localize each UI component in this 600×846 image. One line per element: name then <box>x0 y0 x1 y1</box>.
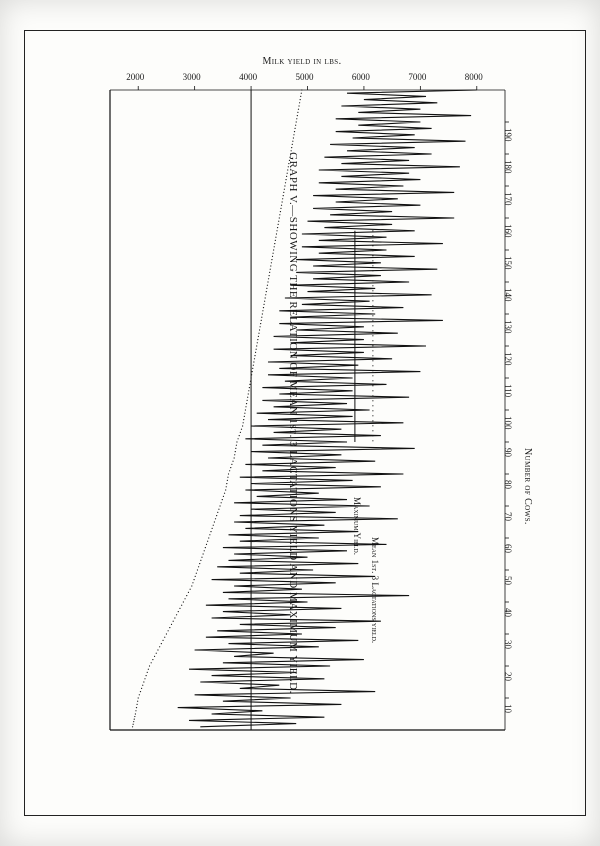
series-mean-dot <box>293 137 294 138</box>
series-maximum <box>178 90 477 727</box>
series-mean-dot <box>253 361 254 362</box>
series-mean-dot <box>301 89 302 90</box>
x-tick: 10 <box>503 704 513 713</box>
series-mean-dot <box>250 377 251 378</box>
x-tick: 50 <box>503 576 513 585</box>
series-mean-dot <box>236 441 237 442</box>
series-mean-dot <box>197 569 198 570</box>
series-mean-dot <box>157 649 158 650</box>
series-mean-dot <box>296 121 297 122</box>
series-mean-dot <box>242 425 243 426</box>
x-tick: 40 <box>503 608 513 617</box>
series-mean-dot <box>276 233 277 234</box>
x-tick: 180 <box>503 160 513 174</box>
x-tick: 20 <box>503 672 513 681</box>
series-mean-dot <box>225 489 226 490</box>
x-tick: 30 <box>503 640 513 649</box>
x-tick: 140 <box>503 288 513 302</box>
x-tick: 150 <box>503 256 513 270</box>
x-tick: 70 <box>503 512 513 521</box>
series-mean-dot <box>228 473 229 474</box>
x-tick: 160 <box>503 224 513 238</box>
x-tick: 190 <box>503 128 513 142</box>
series-mean-dot <box>273 249 274 250</box>
legend-dotted: Mean 1st. 3 Lactations yield. <box>370 537 380 643</box>
series-mean-dot <box>191 585 192 586</box>
x-tick: 60 <box>503 544 513 553</box>
series-mean-dot <box>245 409 246 410</box>
series-mean-dot <box>234 457 235 458</box>
series-mean-dot <box>174 617 175 618</box>
x-axis-label: Number of Cows. <box>522 448 533 525</box>
series-mean-dot <box>138 697 139 698</box>
x-tick: 130 <box>503 320 513 334</box>
series-mean-dot <box>132 726 133 727</box>
y-tick: 7000 <box>408 72 426 82</box>
series-mean-dot <box>265 297 266 298</box>
series-mean-dot <box>166 633 167 634</box>
y-tick: 4000 <box>239 72 257 82</box>
series-mean-dot <box>267 281 268 282</box>
x-tick: 90 <box>503 448 513 457</box>
x-tick: 110 <box>503 384 513 397</box>
x-tick: 170 <box>503 192 513 206</box>
series-mean-dot <box>143 681 144 682</box>
series-mean-dot <box>259 329 260 330</box>
series-mean-dot <box>248 393 249 394</box>
y-tick: 6000 <box>352 72 370 82</box>
series-mean-dot <box>287 169 288 170</box>
series-mean-dot <box>298 105 299 106</box>
y-axis-label: Milk yield in lbs. <box>263 56 342 67</box>
y-tick: 5000 <box>296 72 314 82</box>
series-mean-dot <box>135 713 136 714</box>
series-mean-dot <box>214 521 215 522</box>
series-mean-dot <box>208 537 209 538</box>
series-mean-dot <box>279 217 280 218</box>
series-mean-dot <box>270 265 271 266</box>
y-tick: 8000 <box>465 72 483 82</box>
series-mean-dot <box>183 601 184 602</box>
series-mean-dot <box>203 553 204 554</box>
series-mean-dot <box>256 345 257 346</box>
series-mean-dot <box>290 153 291 154</box>
y-tick: 2000 <box>126 72 144 82</box>
x-tick: 100 <box>503 416 513 430</box>
series-mean-dot <box>284 185 285 186</box>
series-mean-dot <box>219 505 220 506</box>
series-mean-dot <box>262 313 263 314</box>
page: GRAPH V.—SHOWING THE RELATION OF MEAN 1s… <box>0 0 600 846</box>
series-mean-dot <box>149 665 150 666</box>
series-mean-dot <box>282 201 283 202</box>
x-tick: 120 <box>503 352 513 366</box>
legend-solid: Maximum Yield. <box>352 497 362 555</box>
y-tick: 3000 <box>183 72 201 82</box>
x-tick: 80 <box>503 480 513 489</box>
